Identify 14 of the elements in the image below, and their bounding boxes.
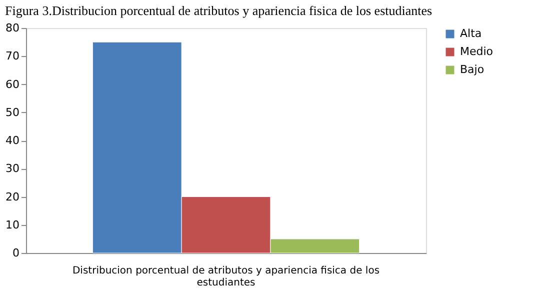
x-tick-label: Distribucion porcentual de atributos y apariencia fisica de los estudiantes [72,266,380,288]
y-tick-label: 40 [6,134,20,147]
y-tick-label: 10 [6,218,20,232]
y-tick-label: 0 [12,246,20,260]
y-tick-label: 80 [6,22,20,34]
legend-label: Bajo [460,63,484,76]
y-tick-label: 30 [6,162,20,176]
y-tick-label: 70 [6,50,20,63]
y-tick-label: 60 [6,78,20,91]
legend-label: Alta [460,27,482,40]
y-tick-label: 50 [6,106,20,119]
legend-label: Medio [460,45,494,58]
y-tick-label: 20 [6,190,20,204]
chart-title: Figura 3.Distribucion porcentual de atributos y apariencia fisica de los estudiantes [5,3,432,18]
